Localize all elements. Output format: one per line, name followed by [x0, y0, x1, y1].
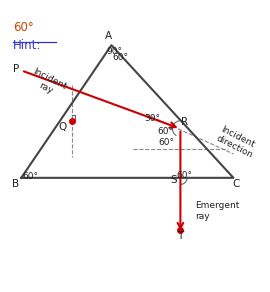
- Text: 60°: 60°: [158, 127, 174, 136]
- Text: R: R: [181, 117, 188, 127]
- Text: 60°: 60°: [22, 172, 39, 181]
- Text: 60°: 60°: [113, 53, 129, 62]
- Text: Incident
ray: Incident ray: [27, 67, 69, 101]
- Text: 30°: 30°: [144, 114, 161, 123]
- Text: T: T: [177, 231, 184, 241]
- Text: Q: Q: [58, 122, 66, 133]
- Text: 60°: 60°: [158, 138, 175, 147]
- Text: 60°: 60°: [176, 171, 193, 180]
- Text: P: P: [13, 64, 19, 74]
- Text: Hint:: Hint:: [13, 39, 42, 52]
- Text: 60°: 60°: [13, 21, 34, 34]
- Text: A: A: [105, 31, 112, 41]
- Text: C: C: [232, 180, 240, 190]
- Text: Incident
direction: Incident direction: [215, 124, 259, 160]
- Text: 90°: 90°: [106, 47, 122, 56]
- Text: S: S: [170, 175, 177, 185]
- Text: B: B: [12, 180, 19, 190]
- Text: Emergent
ray: Emergent ray: [195, 201, 239, 221]
